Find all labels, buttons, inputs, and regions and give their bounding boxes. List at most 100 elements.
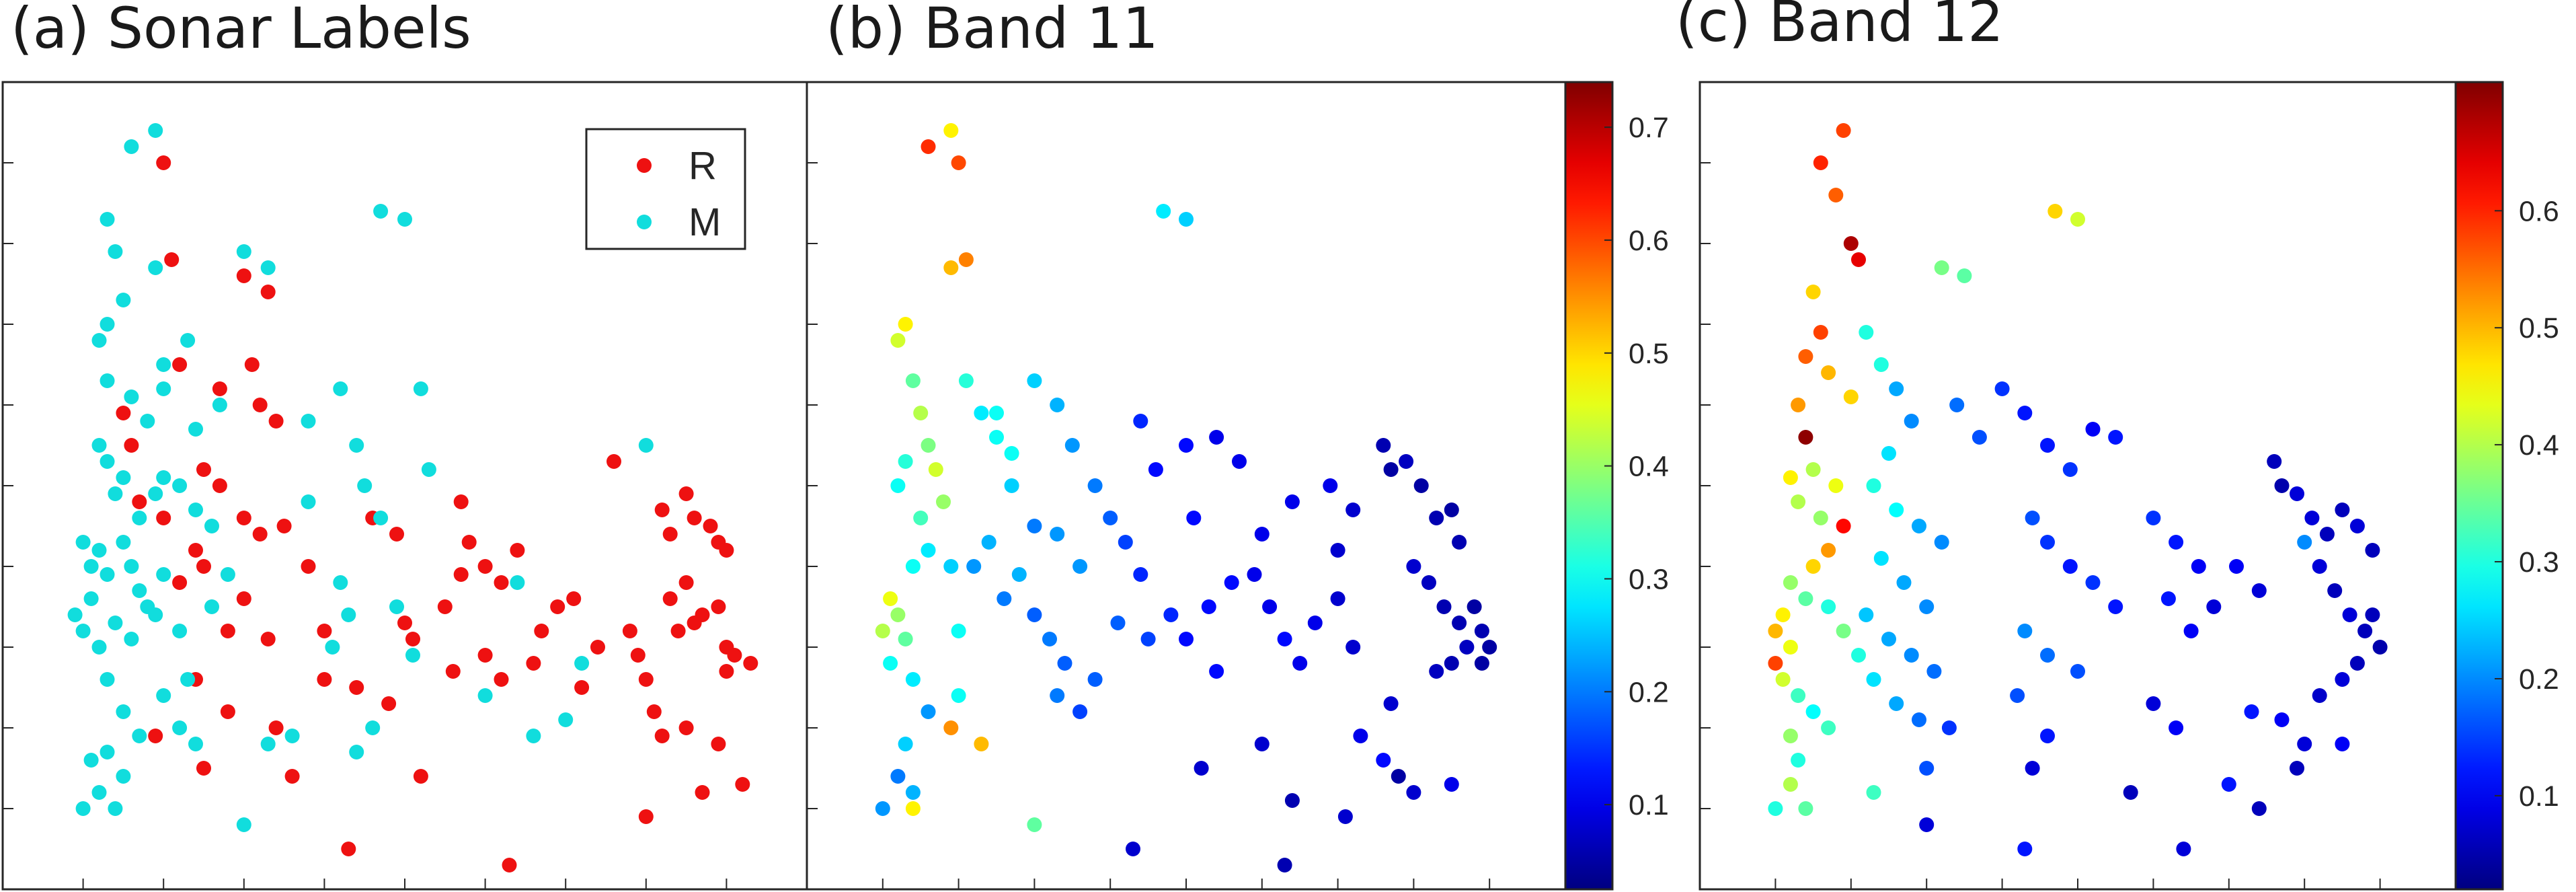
point-m xyxy=(124,559,139,574)
point-m xyxy=(116,704,131,719)
point xyxy=(2327,583,2343,598)
point-m xyxy=(75,801,91,816)
point xyxy=(1919,761,1935,776)
point xyxy=(1889,696,1904,711)
point-m xyxy=(83,591,99,606)
point-r xyxy=(124,438,139,453)
point-r xyxy=(156,155,171,170)
point-r xyxy=(590,640,605,655)
point xyxy=(2010,688,2025,703)
point-r xyxy=(260,285,276,299)
point xyxy=(1254,737,1270,751)
point-r xyxy=(236,268,251,283)
point-r xyxy=(156,511,171,525)
point-r xyxy=(461,535,477,550)
point-m xyxy=(172,720,188,735)
point xyxy=(1896,575,1912,590)
point xyxy=(921,704,936,719)
point-m xyxy=(124,632,139,646)
point xyxy=(2290,486,2304,501)
point-m xyxy=(284,729,300,743)
point xyxy=(1881,632,1896,646)
point-r xyxy=(164,252,180,267)
point-r xyxy=(510,543,525,558)
point-m xyxy=(204,599,219,614)
point xyxy=(1201,599,1216,614)
point xyxy=(2319,527,2335,542)
point xyxy=(1873,357,1889,372)
point xyxy=(1179,632,1194,646)
point xyxy=(1330,543,1345,558)
point-m xyxy=(389,599,404,614)
point xyxy=(898,737,913,751)
point xyxy=(1042,632,1057,646)
point-m xyxy=(91,785,107,800)
point-m xyxy=(75,624,91,638)
point xyxy=(943,720,959,735)
point-r xyxy=(172,357,188,372)
point xyxy=(1413,478,1429,493)
point xyxy=(1087,672,1103,687)
point xyxy=(1836,123,1851,138)
point xyxy=(921,543,936,558)
point xyxy=(997,591,1012,606)
point-m xyxy=(413,381,428,396)
point xyxy=(1179,438,1194,453)
point xyxy=(898,454,913,469)
point-m xyxy=(67,607,83,622)
point-r xyxy=(727,648,742,663)
point xyxy=(1919,599,1935,614)
point-r xyxy=(453,567,469,582)
point xyxy=(2040,535,2055,550)
point xyxy=(2169,535,2184,550)
point xyxy=(1148,462,1163,477)
point xyxy=(2206,599,2222,614)
colorbar-tick-label: 0.1 xyxy=(1629,789,1669,821)
point xyxy=(2108,599,2123,614)
point xyxy=(1926,664,1942,679)
point-r xyxy=(397,616,412,630)
point xyxy=(2349,656,2365,671)
point xyxy=(1821,365,1836,380)
point xyxy=(1209,664,1224,679)
colorbar-tick-label: 0.3 xyxy=(1629,563,1669,595)
point xyxy=(966,559,982,574)
point-m xyxy=(100,745,115,759)
point xyxy=(989,430,1004,445)
point xyxy=(943,559,959,574)
point-m xyxy=(116,535,131,550)
point xyxy=(890,769,906,784)
legend-label-m: M xyxy=(689,200,721,244)
point-r xyxy=(534,624,549,638)
point xyxy=(1444,503,1459,517)
point xyxy=(1768,656,1783,671)
point xyxy=(1813,325,1828,340)
point xyxy=(1118,535,1133,550)
point-m xyxy=(638,438,654,453)
point xyxy=(1783,575,1798,590)
point-r xyxy=(116,406,131,420)
point xyxy=(1391,769,1406,784)
point-r xyxy=(413,769,428,784)
point xyxy=(905,801,921,816)
point-m xyxy=(116,470,131,485)
point xyxy=(1813,511,1828,525)
point-r xyxy=(252,398,268,412)
point-m xyxy=(100,567,115,582)
point-r xyxy=(630,648,646,663)
point-m xyxy=(180,333,196,348)
point-m xyxy=(140,414,155,429)
point xyxy=(1027,519,1042,533)
point-r xyxy=(220,704,235,719)
point xyxy=(2160,591,2176,606)
point xyxy=(1277,632,1292,646)
point xyxy=(1050,527,1065,542)
point xyxy=(1376,438,1391,453)
point-r xyxy=(341,842,356,856)
point xyxy=(905,785,921,800)
point-m xyxy=(91,640,107,655)
point xyxy=(2085,422,2101,437)
point-m xyxy=(188,737,203,751)
point-r xyxy=(638,809,654,824)
